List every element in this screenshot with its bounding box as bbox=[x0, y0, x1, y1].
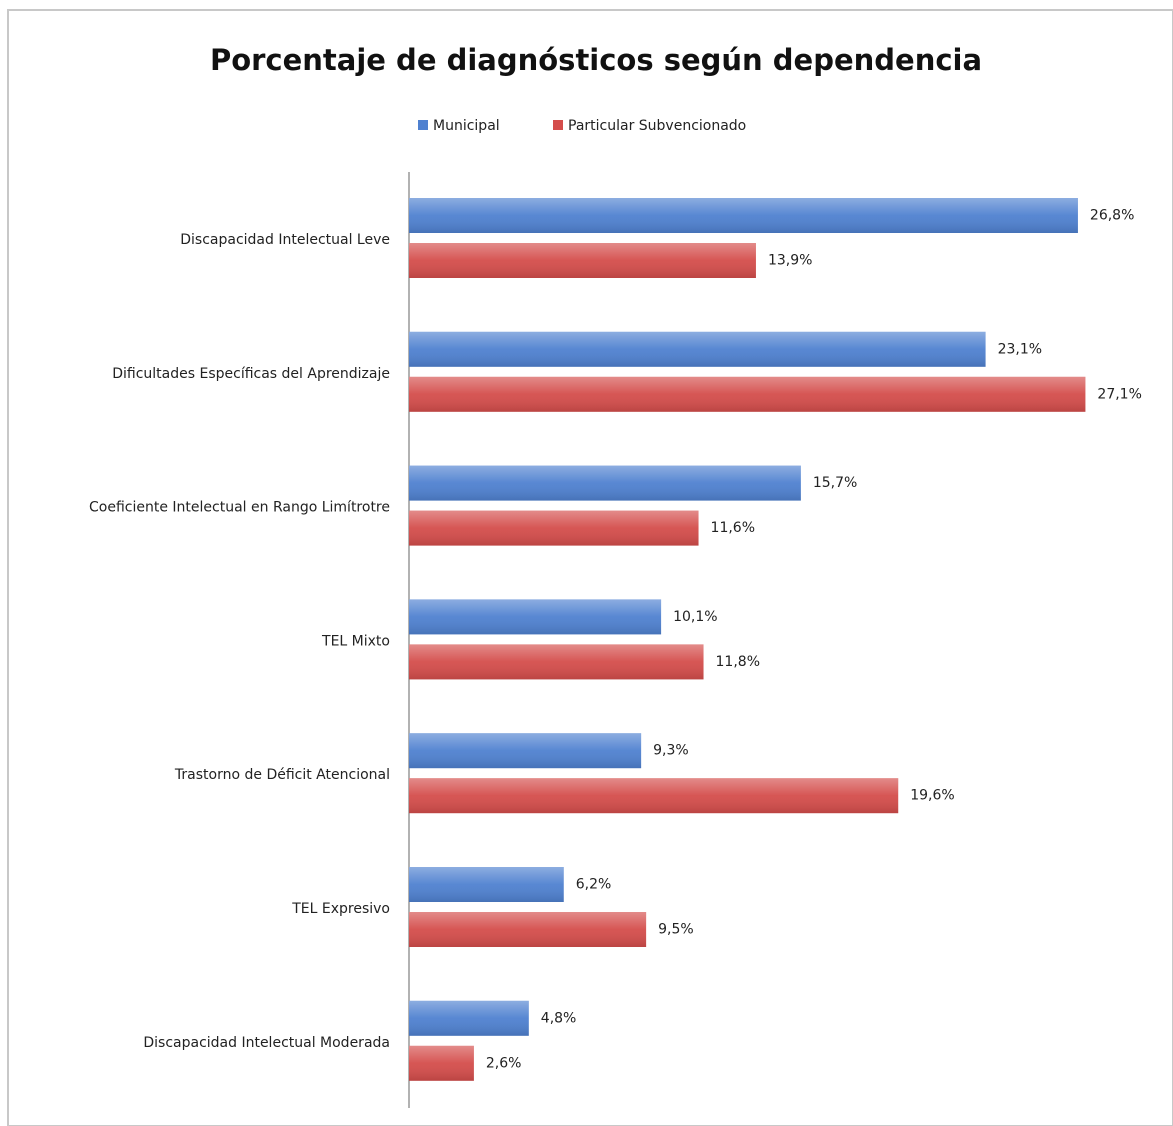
value-label: 2,6% bbox=[486, 1055, 522, 1071]
value-label: 19,6% bbox=[910, 788, 954, 804]
category-label: Dificultades Específicas del Aprendizaje bbox=[112, 366, 390, 382]
chart-title: Porcentaje de diagnósticos según depende… bbox=[210, 43, 982, 77]
value-label: 11,8% bbox=[716, 654, 760, 670]
category-label: Trastorno de Déficit Atencional bbox=[174, 767, 390, 783]
category-label: TEL Mixto bbox=[321, 633, 390, 649]
value-label: 23,1% bbox=[998, 341, 1042, 357]
bar-shine bbox=[409, 1000, 529, 1036]
value-label: 9,5% bbox=[658, 922, 694, 938]
value-label: 6,2% bbox=[576, 877, 612, 893]
bar-shine bbox=[409, 331, 986, 367]
legend-label: Municipal bbox=[433, 118, 500, 134]
bar-shine bbox=[409, 599, 662, 635]
bar-shine bbox=[409, 778, 899, 814]
bar-shine bbox=[409, 733, 642, 769]
category-label: Coeficiente Intelectual en Rango Limítro… bbox=[89, 500, 390, 516]
bar-shine bbox=[409, 1045, 474, 1081]
chart-frame bbox=[7, 9, 1173, 1126]
bar-shine bbox=[409, 867, 564, 902]
value-label: 9,3% bbox=[653, 743, 689, 759]
legend-label: Particular Subvencionado bbox=[568, 118, 746, 134]
value-label: 10,1% bbox=[673, 609, 717, 625]
category-label: Discapacidad Intelectual Moderada bbox=[143, 1035, 390, 1051]
bar-shine bbox=[409, 376, 1086, 412]
bar-shine bbox=[409, 912, 647, 947]
value-label: 27,1% bbox=[1097, 386, 1141, 402]
bar-shine bbox=[409, 465, 801, 501]
category-label: Discapacidad Intelectual Leve bbox=[180, 232, 390, 248]
value-label: 11,6% bbox=[711, 520, 755, 536]
value-label: 4,8% bbox=[541, 1010, 577, 1026]
bar-shine bbox=[409, 243, 756, 278]
legend-swatch bbox=[553, 120, 563, 130]
bar-shine bbox=[409, 198, 1078, 233]
bar-shine bbox=[409, 644, 704, 680]
value-label: 15,7% bbox=[813, 475, 857, 491]
category-label: TEL Expresivo bbox=[291, 901, 390, 917]
legend-swatch bbox=[418, 120, 428, 130]
value-label: 26,8% bbox=[1090, 208, 1134, 224]
value-label: 13,9% bbox=[768, 253, 812, 269]
bar-shine bbox=[409, 510, 699, 546]
